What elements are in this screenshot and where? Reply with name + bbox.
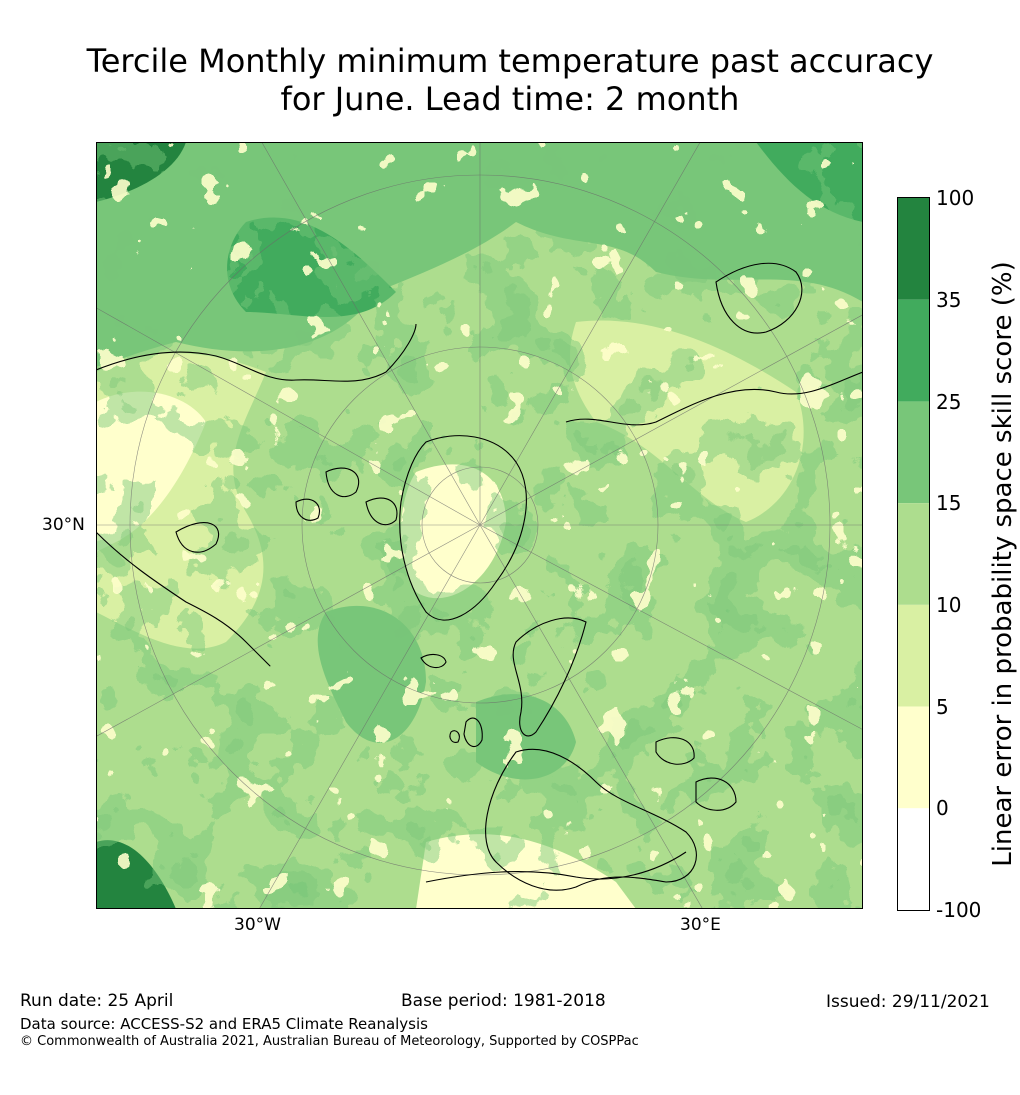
colorbar-tick-0: 0: [936, 796, 949, 820]
colorbar-outline: [897, 197, 930, 911]
colorbar-tick-minus-100: -100: [936, 898, 982, 922]
coastline-europe: [485, 748, 697, 891]
coastline-black-caspian: [655, 737, 737, 811]
data-source: Data source: ACCESS-S2 and ERA5 Climate …: [20, 1015, 428, 1033]
coastline-greenland: [399, 435, 527, 621]
coastline-scandinavia: [512, 617, 587, 737]
skill-score-map: [96, 142, 863, 909]
colorbar-bin-6: [898, 808, 929, 910]
coastline-siberia: [565, 371, 863, 426]
colorbar-bin-1: [898, 299, 929, 402]
coastlines: [96, 262, 863, 891]
coastline-arctic-islands: [295, 467, 398, 526]
colorbar-bin-0: [898, 198, 929, 300]
base-period: Base period: 1981-2018: [401, 991, 606, 1011]
issued-date: Issued: 29/11/2021: [826, 992, 990, 1012]
map-title-line-1: Tercile Monthly minimum temperature past…: [86, 42, 934, 80]
lon-label-30e: 30°E: [680, 915, 721, 935]
colorbar-tick-25: 25: [936, 390, 962, 414]
map-title-line-2: for June. Lead time: 2 month: [280, 80, 740, 118]
coastline-hudson-bay: [175, 522, 219, 553]
copyright-notice: © Commonwealth of Australia 2021, Austra…: [20, 1034, 639, 1049]
colorbar-bin-2: [898, 401, 929, 504]
coastline-mediterranean: [425, 851, 687, 883]
graticule: [96, 142, 863, 909]
colorbar-bin-5: [898, 706, 929, 809]
coastline-british-isles: [449, 717, 483, 748]
lon-label-30w: 30°W: [234, 915, 281, 935]
colorbar-bin-3: [898, 503, 929, 605]
run-date: Run date: 25 April: [20, 991, 174, 1011]
colorbar-tick-10: 10: [936, 593, 962, 617]
coastline-russia-east: [715, 262, 803, 334]
lat-label-30n: 30°N: [42, 515, 85, 535]
colorbar-tick-35: 35: [936, 288, 962, 312]
colorbar-label: Linear error in probability space skill …: [988, 261, 1018, 867]
coastline-north-america: [96, 323, 417, 667]
colorbar: [897, 197, 930, 911]
colorbar-tick-100: 100: [936, 186, 975, 210]
colorbar-bin-4: [898, 604, 929, 707]
colorbar-tick-15: 15: [936, 491, 962, 515]
colorbar-tick-5: 5: [936, 695, 949, 719]
coastline-iceland: [420, 653, 447, 669]
